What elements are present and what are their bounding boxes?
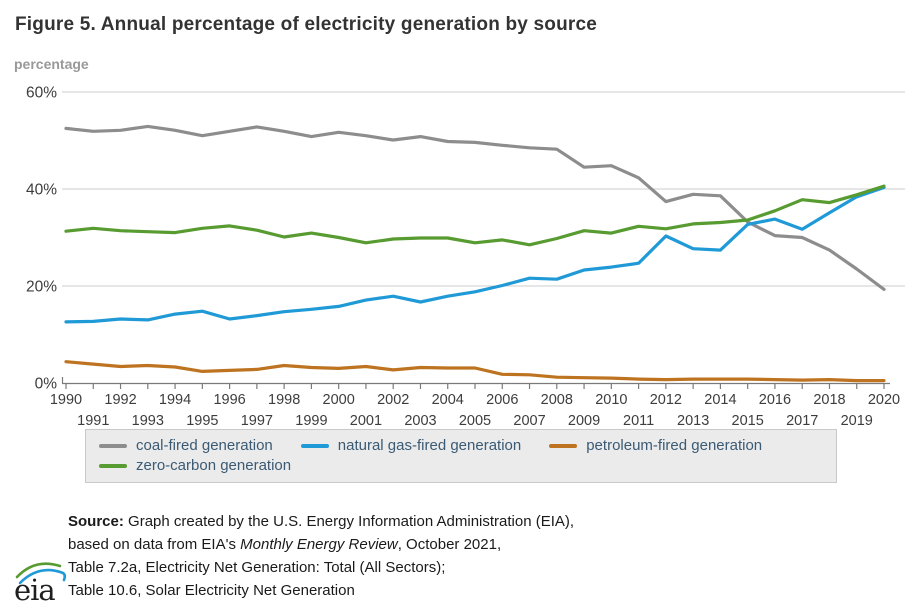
legend-swatch <box>300 443 329 448</box>
x-tick-label: 1994 <box>159 392 191 408</box>
x-tick-label: 2010 <box>595 392 627 408</box>
x-tick-label: 1997 <box>241 413 273 429</box>
x-tick-label: 2006 <box>486 392 518 408</box>
x-tick-label: 2005 <box>459 413 491 429</box>
series-line-zero-carbon-generation <box>64 184 886 247</box>
legend-item: petroleum-fired generation <box>549 437 762 454</box>
x-tick-label: 2008 <box>541 392 573 408</box>
series-line-natural-gas-fired-generation <box>64 185 886 324</box>
eia-logo-green-swoosh <box>15 562 62 579</box>
x-tick-label: 2017 <box>786 413 818 429</box>
y-tick-label: 0% <box>35 376 58 393</box>
source-note: Source: Graph created by the U.S. Energy… <box>68 510 768 602</box>
y-tick-label: 40% <box>26 182 57 199</box>
x-tick-label: 2002 <box>377 392 409 408</box>
legend: coal-fired generation natural gas-fired g… <box>85 429 837 483</box>
x-tick-label: 2019 <box>841 413 873 429</box>
source-line: based on data from EIA's Monthly Energy … <box>68 536 502 553</box>
x-tick-label: 2000 <box>323 392 355 408</box>
x-tick-label: 2003 <box>404 413 436 429</box>
y-tick-label: 20% <box>26 279 57 296</box>
eia-logo-text: eia <box>14 573 55 606</box>
x-tick-label: 2018 <box>813 392 845 408</box>
x-tick-label: 2020 <box>868 392 900 408</box>
x-tick-label: 1995 <box>186 413 218 429</box>
legend-item: natural gas-fired generation <box>300 437 522 454</box>
x-tick-label: 1996 <box>213 392 245 408</box>
x-tick-label: 1991 <box>77 413 109 429</box>
x-tick-label: 2013 <box>677 413 709 429</box>
eia-logo: eia <box>14 562 67 606</box>
source-line: Source: Graph created by the U.S. Energy… <box>68 513 575 530</box>
y-tick-label: 60% <box>26 85 57 102</box>
x-tick-label: 2014 <box>704 392 736 408</box>
legend-item: zero-carbon generation <box>99 457 291 474</box>
x-tick-label: 2001 <box>350 413 382 429</box>
chart-area: 0% 20% 40% 60% 1990 1991 1992 1993 1994 1995 1996 1… <box>26 85 905 429</box>
y-axis-unit-label: percentage <box>14 56 89 72</box>
x-tick-label: 1999 <box>295 413 327 429</box>
series-line-petroleum-fired-generation <box>64 360 886 383</box>
source-line: Table 7.2a, Electricity Net Generation: … <box>68 559 446 576</box>
series-line-coal-fired-generation <box>64 124 886 291</box>
legend-label: coal-fired generation <box>136 437 273 454</box>
x-tick-label: 2015 <box>732 413 764 429</box>
x-tick-label: 2007 <box>513 413 545 429</box>
legend-swatch <box>99 443 127 448</box>
x-tick-label: 1992 <box>104 392 136 408</box>
line-chart-svg: 0% 20% 40% 60% 1990 1991 1992 1993 1994 1995 1996 1… <box>26 85 905 429</box>
legend-label: zero-carbon generation <box>136 457 292 474</box>
x-tick-label: 2012 <box>650 392 682 408</box>
x-tick-label: 1990 <box>50 392 82 408</box>
x-tick-label: 2011 <box>623 413 654 429</box>
x-tick-label: 2009 <box>568 413 600 429</box>
x-tick-label: 1993 <box>132 413 164 429</box>
legend-item: coal-fired generation <box>99 437 273 454</box>
legend-label: natural gas-fired generation <box>337 437 522 454</box>
x-tick-label: 2016 <box>759 392 791 408</box>
legend-label: petroleum-fired generation <box>586 437 763 454</box>
source-line: Table 10.6, Solar Electricity Net Genera… <box>68 582 355 599</box>
x-tick-label: 2004 <box>432 392 464 408</box>
legend-swatch <box>549 443 578 448</box>
legend-swatch <box>99 463 127 468</box>
x-tick-label: 1998 <box>268 392 300 408</box>
eia-logo-blue-swoosh <box>18 568 67 585</box>
figure-title: Figure 5. Annual percentage of electrici… <box>15 14 598 35</box>
